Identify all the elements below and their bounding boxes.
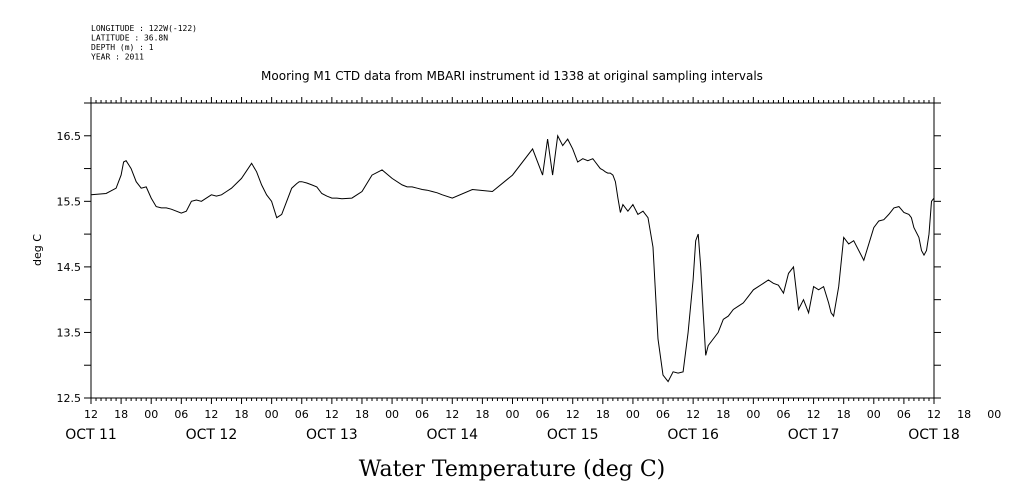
x-hour-label: 18 xyxy=(235,408,249,421)
x-hour-label: 12 xyxy=(204,408,218,421)
x-hour-label: 00 xyxy=(987,408,1001,421)
y-tick-label: 14.5 xyxy=(57,261,82,274)
x-hour-label: 18 xyxy=(355,408,369,421)
y-axis-label: deg C xyxy=(31,234,44,266)
x-hour-label: 06 xyxy=(656,408,670,421)
x-hour-label: 06 xyxy=(536,408,550,421)
x-hour-label: 06 xyxy=(295,408,309,421)
x-hour-label: 06 xyxy=(776,408,790,421)
plot-frame xyxy=(90,102,935,399)
x-hour-label: 00 xyxy=(506,408,520,421)
x-date-label: OCT 16 xyxy=(667,427,719,443)
x-hour-label: 12 xyxy=(686,408,700,421)
x-hour-label: 12 xyxy=(445,408,459,421)
x-hour-label: 12 xyxy=(566,408,580,421)
x-hour-label: 00 xyxy=(144,408,158,421)
x-hour-label: 06 xyxy=(415,408,429,421)
x-hour-label: 18 xyxy=(837,408,851,421)
x-hour-label: 00 xyxy=(867,408,881,421)
y-tick-label: 13.5 xyxy=(57,326,82,339)
x-axis-title: Water Temperature (deg C) xyxy=(359,457,666,482)
x-hour-label: 06 xyxy=(174,408,188,421)
x-hour-label: 00 xyxy=(746,408,760,421)
x-hour-label: 00 xyxy=(385,408,399,421)
year-label: YEAR : 2011 xyxy=(91,53,144,62)
x-date-label: OCT 13 xyxy=(306,427,358,443)
x-hour-label: 18 xyxy=(716,408,730,421)
x-date-label: OCT 18 xyxy=(908,427,960,443)
x-hour-label: 00 xyxy=(265,408,279,421)
x-date-label: OCT 14 xyxy=(426,427,478,443)
x-hour-label: 12 xyxy=(807,408,821,421)
x-hour-label: 06 xyxy=(897,408,911,421)
metadata-block: LONGITUDE : 122W(-122) LATITUDE : 36.8N … xyxy=(91,24,197,62)
x-date-label: OCT 15 xyxy=(547,427,599,443)
axes-group: 12.5 13.5 14.5 15.5 16.5 12 18 00 06 12 18 00 06 12 18… xyxy=(57,97,1001,443)
series-line xyxy=(90,134,935,383)
latitude-label: LATITUDE : 36.8N xyxy=(91,34,168,43)
y-tick-label: 16.5 xyxy=(57,130,82,143)
series-group xyxy=(90,134,935,383)
x-hour-label: 12 xyxy=(84,408,98,421)
x-hour-label: 18 xyxy=(114,408,128,421)
y-tick-label: 15.5 xyxy=(57,195,82,208)
x-date-label: OCT 12 xyxy=(186,427,238,443)
x-hour-label: 18 xyxy=(596,408,610,421)
x-date-label: OCT 11 xyxy=(65,427,117,443)
x-hour-label: 00 xyxy=(626,408,640,421)
x-hour-label: 12 xyxy=(325,408,339,421)
x-hour-label: 18 xyxy=(475,408,489,421)
x-hour-label: 12 xyxy=(927,408,941,421)
depth-label: DEPTH (m) : 1 xyxy=(91,43,154,52)
x-hour-label: 18 xyxy=(957,408,971,421)
x-date-label: OCT 17 xyxy=(788,427,840,443)
y-tick-label: 12.5 xyxy=(57,392,82,405)
chart-title: Mooring M1 CTD data from MBARI instrumen… xyxy=(261,69,763,83)
longitude-label: LONGITUDE : 122W(-122) xyxy=(91,24,197,33)
